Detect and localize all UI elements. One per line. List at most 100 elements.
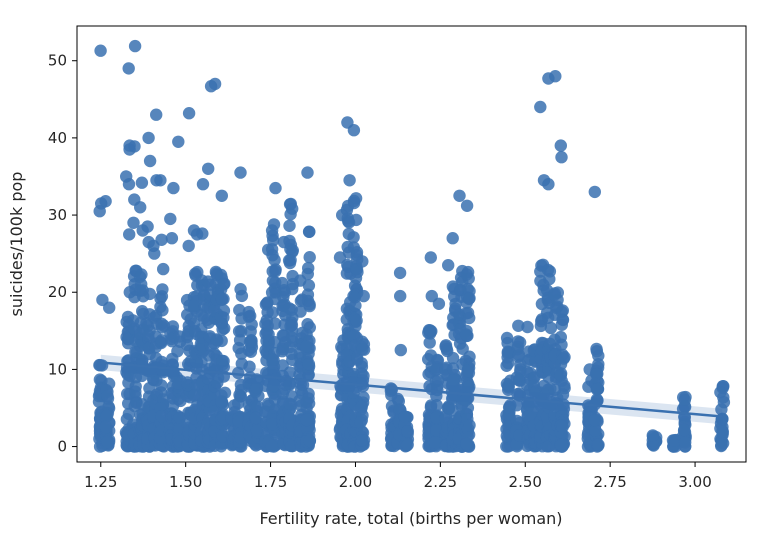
- data-point: [135, 268, 148, 281]
- data-point: [446, 232, 459, 245]
- data-point: [208, 77, 222, 91]
- data-point: [283, 397, 296, 410]
- data-point: [343, 174, 356, 187]
- data-point: [543, 272, 556, 286]
- data-point: [302, 357, 316, 371]
- data-point: [401, 438, 414, 451]
- data-point: [142, 131, 155, 145]
- data-point: [548, 288, 561, 302]
- data-point: [134, 201, 147, 214]
- data-point: [716, 425, 729, 438]
- data-point: [534, 100, 547, 114]
- data-point: [127, 216, 140, 229]
- data-point: [164, 212, 177, 226]
- data-point: [589, 424, 602, 437]
- data-point: [243, 360, 256, 373]
- data-point: [232, 415, 246, 428]
- regression-layer: [100, 354, 723, 425]
- data-point: [202, 162, 215, 175]
- data-point: [423, 336, 436, 349]
- data-point: [265, 440, 279, 453]
- data-point: [394, 289, 407, 303]
- data-point: [549, 70, 562, 83]
- plot-frame: [76, 25, 747, 463]
- data-point: [592, 349, 605, 362]
- data-point: [196, 227, 209, 240]
- data-point: [217, 304, 231, 317]
- data-point: [555, 438, 568, 452]
- data-point: [135, 176, 149, 189]
- data-point: [446, 351, 460, 365]
- data-point: [555, 151, 568, 164]
- data-point: [100, 409, 114, 422]
- data-point: [679, 436, 692, 449]
- data-point: [167, 181, 180, 195]
- data-point: [196, 178, 210, 191]
- data-point: [194, 331, 207, 344]
- data-point: [122, 62, 135, 75]
- data-point: [215, 292, 229, 306]
- data-point: [99, 420, 113, 434]
- data-point: [502, 383, 515, 396]
- data-point: [300, 396, 313, 409]
- data-point: [269, 317, 282, 330]
- data-point: [460, 268, 473, 281]
- data-point: [286, 282, 299, 296]
- regression-line: [100, 361, 723, 418]
- data-point: [347, 231, 360, 244]
- data-point: [521, 320, 534, 334]
- data-point: [94, 44, 107, 57]
- data-point: [501, 345, 515, 358]
- data-point: [463, 350, 476, 363]
- data-point: [301, 267, 314, 281]
- data-point: [150, 108, 163, 121]
- x-tick-label: 2.50: [509, 473, 542, 491]
- data-point: [141, 220, 154, 233]
- data-point: [249, 411, 263, 425]
- data-point: [129, 385, 142, 398]
- y-axis-label: suicides/100k pop: [7, 172, 26, 317]
- data-point: [461, 364, 474, 378]
- data-point: [347, 194, 361, 208]
- x-tick-label: 1.50: [169, 473, 202, 491]
- data-point: [171, 345, 184, 358]
- data-point: [590, 368, 603, 381]
- data-point: [182, 107, 196, 120]
- data-point: [355, 357, 368, 370]
- x-axis: 1.25 1.50 1.75 2.00 2.25 2.50 2.75 3.00: [84, 462, 712, 491]
- data-point: [590, 383, 604, 396]
- data-point: [459, 393, 473, 407]
- data-point: [266, 306, 279, 319]
- data-point: [283, 366, 296, 379]
- data-point: [347, 124, 361, 137]
- data-point: [265, 286, 279, 299]
- data-point: [347, 289, 360, 303]
- y-axis: 0 10 20 30 40 50: [48, 52, 77, 456]
- data-point: [541, 263, 555, 277]
- data-point: [356, 434, 369, 447]
- data-point: [398, 410, 411, 423]
- data-point: [556, 388, 570, 401]
- data-point: [266, 249, 279, 262]
- data-point: [155, 379, 168, 392]
- data-point: [446, 374, 460, 387]
- data-point: [354, 416, 367, 429]
- data-point: [267, 218, 281, 231]
- data-point: [554, 139, 567, 152]
- y-tick-label: 0: [57, 438, 67, 456]
- data-point: [234, 283, 247, 296]
- data-point: [269, 181, 282, 195]
- data-point: [460, 437, 473, 451]
- data-point: [245, 318, 258, 331]
- data-point: [283, 340, 296, 354]
- data-point: [269, 265, 282, 278]
- data-point: [101, 389, 114, 403]
- data-point: [215, 395, 228, 408]
- x-tick-label: 3.00: [678, 473, 711, 491]
- data-point: [182, 239, 195, 253]
- data-point: [266, 417, 279, 431]
- y-tick-label: 40: [48, 129, 67, 147]
- data-point: [232, 366, 245, 380]
- data-point: [555, 305, 568, 318]
- data-point: [217, 360, 230, 374]
